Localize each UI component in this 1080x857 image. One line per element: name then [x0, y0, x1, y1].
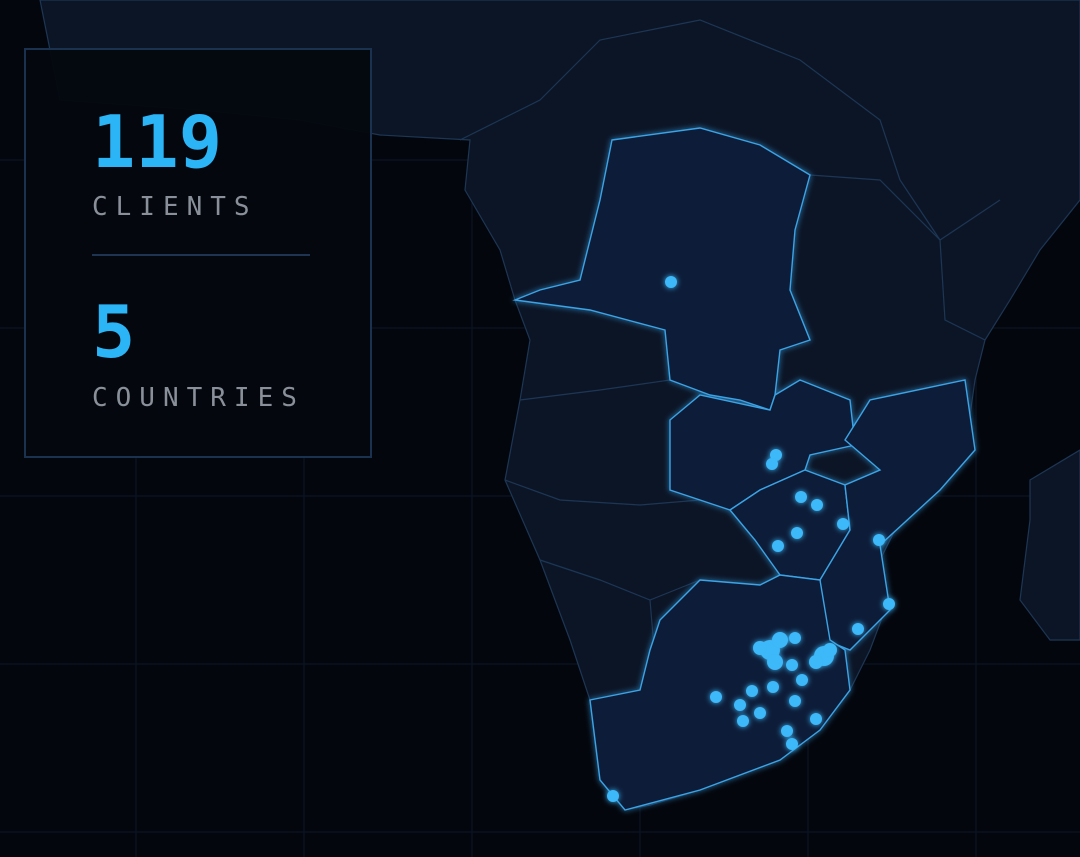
stats-panel: 119 CLIENTS 5 COUNTRIES [24, 48, 372, 458]
clients-count: 119 [92, 100, 223, 184]
client-dots [607, 276, 895, 802]
countries-label: COUNTRIES [92, 383, 305, 413]
separator [92, 254, 310, 256]
clients-label: CLIENTS [92, 192, 258, 222]
client-countries [512, 127, 976, 811]
countries-count: 5 [92, 290, 136, 374]
